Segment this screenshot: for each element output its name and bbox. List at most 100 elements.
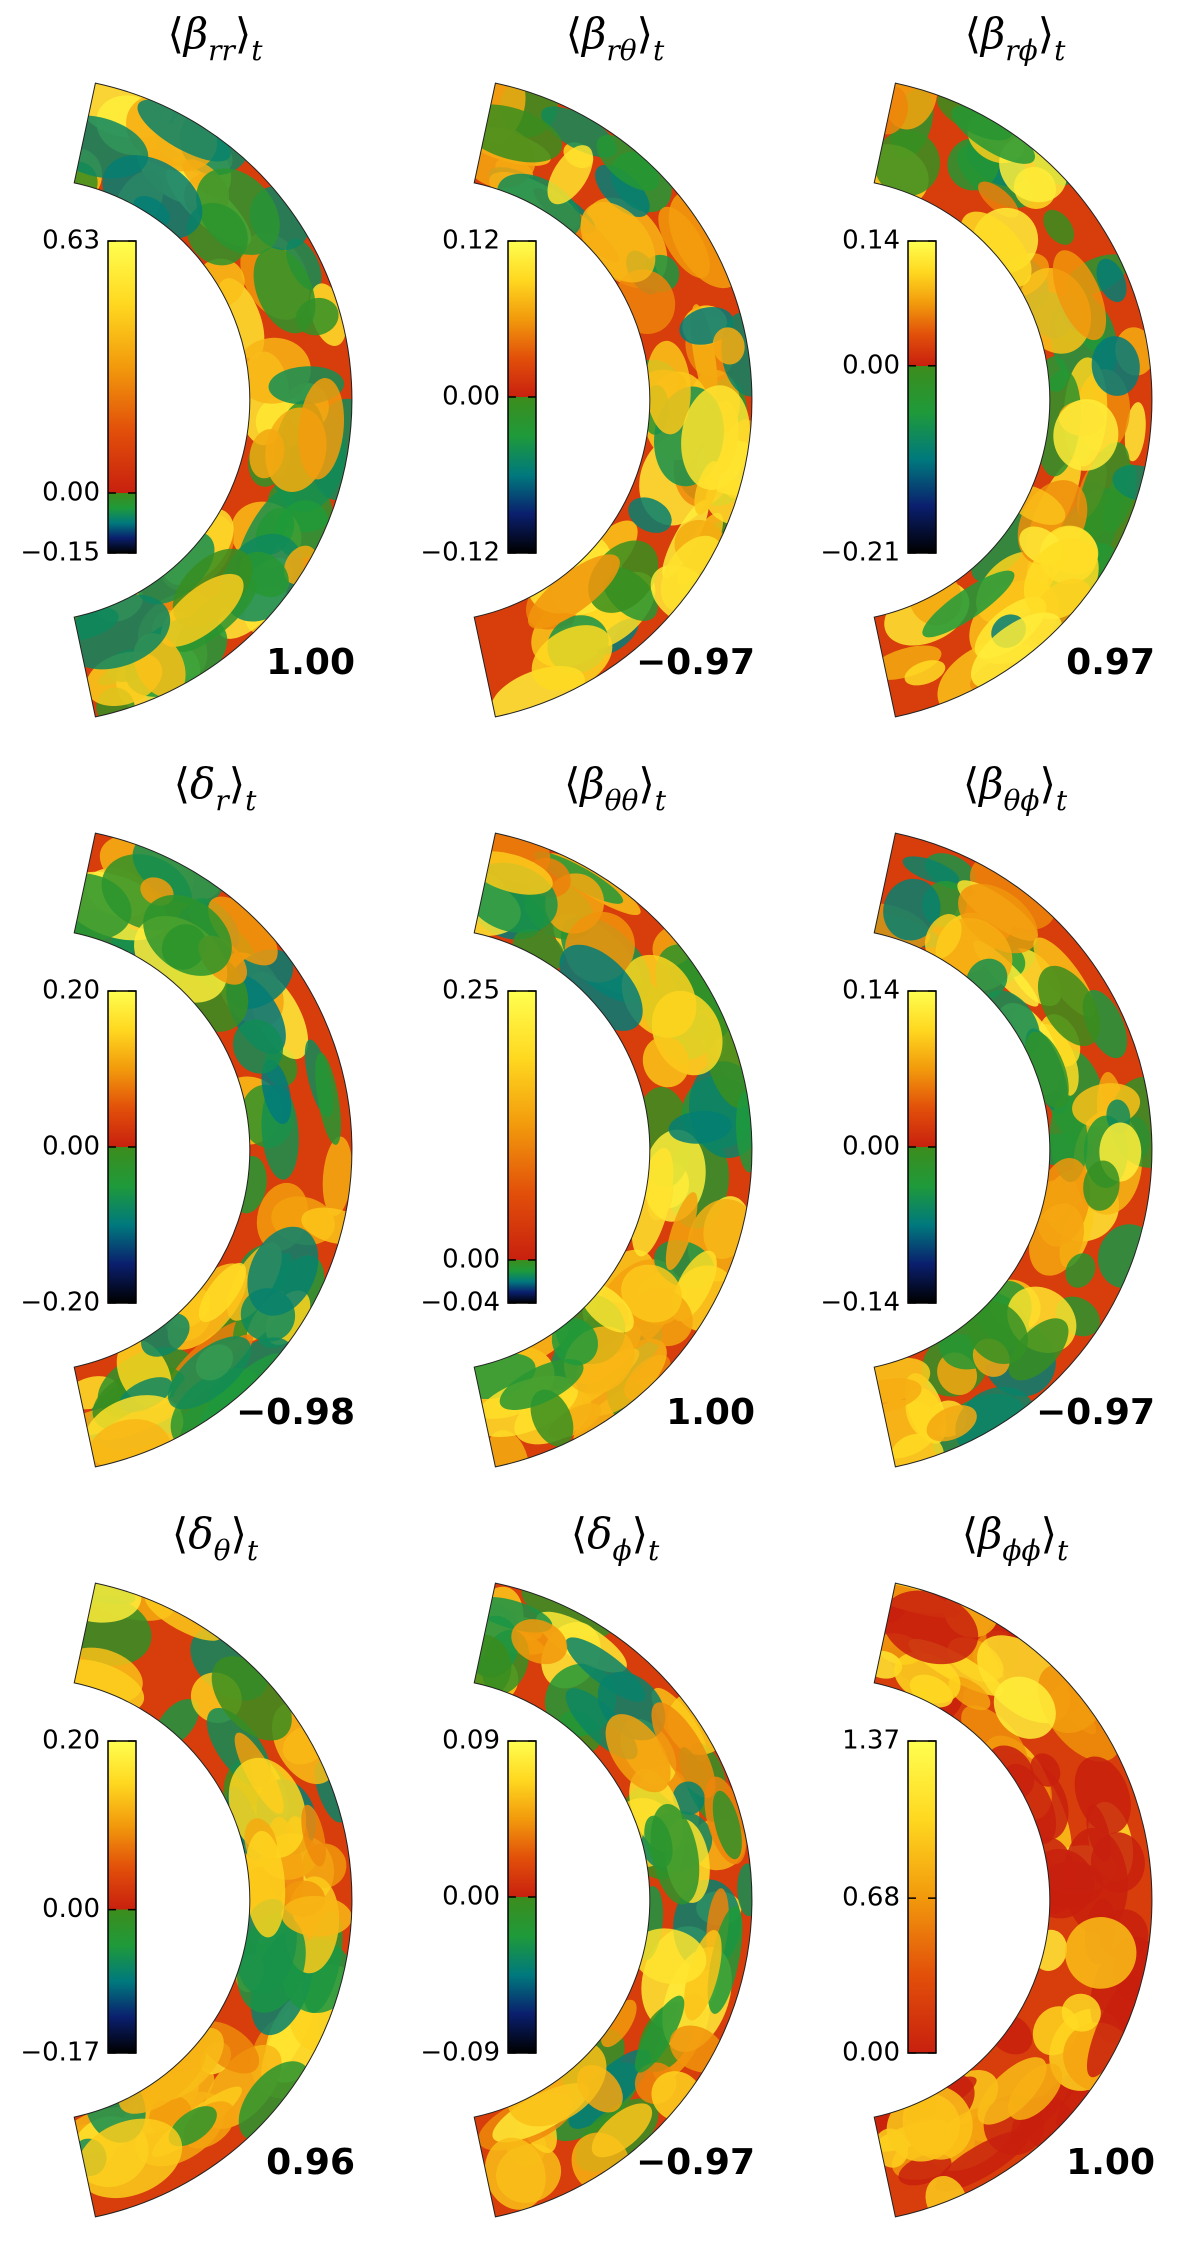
field-blob — [232, 1019, 284, 1074]
field-blob — [137, 99, 231, 162]
field-blob — [926, 1405, 977, 1442]
field-blob — [118, 2040, 206, 2114]
annotation: 0.97 — [1066, 642, 1155, 683]
colorbar — [507, 990, 537, 1304]
field-blob — [707, 1905, 743, 2014]
wedge-outline — [873, 82, 1153, 718]
title-part: t — [1056, 784, 1068, 817]
colorbar-tick-label: 0.00 — [842, 350, 900, 380]
colorbar-tick-label: 0.00 — [42, 478, 100, 508]
field-blob — [1038, 1664, 1122, 1762]
field-blob — [889, 1433, 944, 1467]
field-blob — [874, 1378, 922, 1415]
field-blob — [596, 134, 659, 191]
field-blob — [499, 1359, 584, 1411]
colorbar-tick-label: 0.20 — [42, 976, 100, 1006]
panel-title: ⟨βθθ⟩t — [564, 759, 667, 817]
colorbar — [907, 1740, 937, 2054]
colorbar-tick-label: 0.68 — [842, 1883, 900, 1913]
colorbar-tick-label: 0.14 — [842, 226, 900, 256]
field-blob — [960, 211, 1032, 287]
field-blob — [672, 1781, 705, 1815]
panel: ⟨βθθ⟩t 0.25 0.00 −0.04 1.00 — [420, 759, 755, 1468]
field-blob — [668, 1110, 732, 1144]
title-part: ⟩ — [1039, 759, 1055, 808]
colorbar-tick-label: 0.00 — [442, 382, 500, 412]
field-blob — [965, 1300, 1028, 1364]
field-blob — [1037, 965, 1101, 1047]
field-blob — [74, 594, 171, 670]
field-blob — [642, 1036, 690, 1088]
field-blob — [244, 1830, 286, 1938]
wedge-outline — [873, 832, 1153, 1468]
title-part: rθ — [606, 34, 636, 67]
panel-title: ⟨δϕ⟩t — [571, 1509, 660, 1567]
field-blob — [650, 1803, 700, 1905]
panel-title: ⟨βrϕ⟩t — [965, 9, 1067, 67]
field-blob — [484, 2137, 546, 2210]
field-blob — [301, 1207, 352, 1245]
title-part: β — [976, 1509, 1002, 1558]
panel: ⟨βϕϕ⟩t 1.37 0.68 0.00 1.00 — [842, 1509, 1155, 2218]
field-blob — [681, 385, 751, 490]
field-blob — [882, 1590, 979, 1665]
title-part: ⟩ — [235, 9, 251, 58]
field-blob — [486, 1430, 530, 1467]
annotation: −0.97 — [636, 2142, 755, 2183]
field-blob — [1086, 1804, 1111, 1862]
panel: ⟨δϕ⟩t 0.09 0.00 −0.09 −0.97 — [420, 1509, 755, 2218]
colorbar-tick-label: 0.09 — [442, 1726, 500, 1756]
field-blob — [902, 2085, 973, 2160]
field-blob — [1029, 1203, 1084, 1276]
title-part: ⟩ — [1038, 9, 1054, 58]
title-part: δ — [190, 759, 215, 808]
field — [874, 853, 1152, 1467]
annotation: −0.97 — [636, 642, 755, 683]
title-part: δ — [587, 1509, 612, 1558]
title-part: θθ — [605, 784, 639, 817]
field-blob — [76, 2118, 183, 2199]
field-blob — [902, 856, 960, 885]
field — [74, 83, 352, 717]
panel-title: ⟨βϕϕ⟩t — [962, 1509, 1069, 1567]
title-part: β — [977, 759, 1003, 808]
colorbar-tick-label: 1.37 — [842, 1726, 900, 1756]
panel: ⟨δr⟩t 0.20 0.00 −0.20 −0.98 — [20, 759, 355, 1468]
title-part: t — [1054, 34, 1066, 67]
field-blob — [74, 873, 132, 941]
field-blob — [559, 944, 643, 1031]
title-part: θϕ — [1004, 784, 1040, 817]
colorbar-tick-label: −0.04 — [420, 1288, 500, 1318]
title-part: ⟩ — [632, 1509, 648, 1558]
title-part: ⟩ — [637, 9, 653, 58]
field — [474, 833, 752, 1467]
field-blob — [1023, 538, 1099, 620]
annotation: 1.00 — [1066, 2142, 1155, 2183]
field-blob — [665, 1192, 698, 1271]
title-part: ϕϕ — [1002, 1534, 1040, 1567]
field-blob — [645, 340, 691, 435]
colorbar-tick-label: 0.25 — [442, 976, 500, 1006]
field-blob — [1038, 1861, 1104, 1909]
field-blob — [621, 1264, 682, 1323]
field-blob — [198, 1262, 247, 1323]
field-blob — [301, 1804, 326, 1867]
title-part: ϕ — [612, 1534, 631, 1567]
colorbar-tick-label: −0.15 — [20, 538, 100, 568]
field-blob — [924, 914, 962, 960]
field-blob — [1086, 1975, 1140, 2078]
title-part: ⟨ — [571, 1509, 587, 1558]
colorbar-tick-label: 0.00 — [442, 1244, 500, 1274]
field-blob — [322, 1136, 352, 1216]
title-part: ⟨ — [167, 9, 183, 58]
title-part: ⟨ — [564, 759, 580, 808]
field-blob — [605, 1714, 671, 1793]
annotation: −0.98 — [236, 1392, 355, 1433]
colorbar — [107, 1740, 137, 2054]
field-blob — [1061, 1993, 1101, 2032]
panel: ⟨βθϕ⟩t 0.14 0.00 −0.14 −0.97 — [820, 759, 1155, 1468]
field-blob — [651, 1702, 716, 1798]
colorbar-tick-label: 0.14 — [842, 976, 900, 1006]
field-blob — [315, 1052, 342, 1145]
